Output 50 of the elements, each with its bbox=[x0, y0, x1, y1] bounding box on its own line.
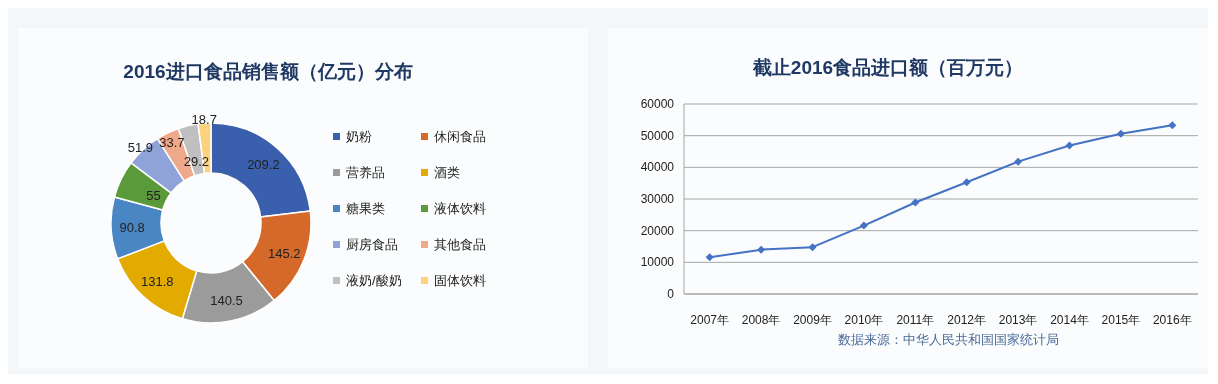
point bbox=[1065, 141, 1074, 150]
point bbox=[1168, 121, 1177, 130]
legend-label: 营养品 bbox=[346, 165, 385, 180]
data-label: 145.2 bbox=[267, 245, 301, 261]
chart-title: 截止2016食品进口额（百万元） bbox=[751, 57, 1024, 78]
legend-label: 糖果类 bbox=[346, 201, 385, 216]
x-tick-label: 2014年 bbox=[1050, 313, 1089, 327]
data-label: 209.2 bbox=[247, 156, 280, 172]
y-tick-label: 0 bbox=[667, 287, 675, 301]
data-label: 29.2 bbox=[183, 153, 210, 169]
y-tick-label: 20000 bbox=[640, 223, 675, 238]
y-tick-label: 30000 bbox=[640, 192, 675, 206]
x-tick-label: 2011年 bbox=[896, 313, 935, 327]
point bbox=[859, 221, 868, 230]
legend-label: 酒类 bbox=[434, 165, 460, 180]
chart-title: 2016进口食品销售额（亿元）分布 bbox=[123, 61, 413, 82]
x-tick-label: 2015年 bbox=[1101, 313, 1141, 327]
y-tick-label: 50000 bbox=[640, 128, 675, 143]
legend-label: 液奶/酸奶 bbox=[346, 273, 402, 288]
legend-label: 液体饮料 bbox=[434, 201, 486, 216]
x-tick-label: 2012年 bbox=[947, 313, 987, 327]
y-tick-label: 40000 bbox=[640, 160, 675, 175]
data-label: 131.8 bbox=[141, 273, 174, 289]
source-note: 数据来源：中华人民共和国国家统计局 bbox=[837, 332, 1059, 347]
point bbox=[808, 243, 817, 252]
data-label: 90.8 bbox=[119, 220, 145, 236]
point bbox=[1116, 129, 1125, 138]
x-tick-label: 2013年 bbox=[998, 313, 1038, 327]
data-label: 51.9 bbox=[127, 139, 154, 155]
data-label: 33.7 bbox=[159, 134, 185, 150]
point bbox=[705, 253, 714, 262]
data-label: 140.5 bbox=[210, 293, 243, 309]
y-tick-label: 60000 bbox=[640, 97, 675, 111]
data-label: 55 bbox=[146, 187, 161, 203]
x-tick-label: 2009年 bbox=[793, 313, 832, 327]
point bbox=[1014, 157, 1023, 166]
legend-label: 休闲食品 bbox=[434, 129, 486, 144]
x-tick-label: 2008年 bbox=[741, 313, 781, 327]
point bbox=[962, 178, 971, 187]
legend-label: 其他食品 bbox=[434, 237, 486, 252]
legend-label: 奶粉 bbox=[346, 129, 372, 144]
point bbox=[911, 198, 920, 207]
x-tick-label: 2010年 bbox=[844, 313, 884, 327]
point bbox=[757, 245, 766, 254]
y-tick-label: 10000 bbox=[640, 255, 675, 270]
legend-label: 固体饮料 bbox=[434, 273, 486, 288]
x-tick-label: 2007年 bbox=[690, 313, 730, 327]
x-tick-label: 2016年 bbox=[1152, 313, 1192, 327]
data-label: 18.7 bbox=[191, 112, 217, 128]
legend-label: 厨房食品 bbox=[346, 237, 398, 252]
